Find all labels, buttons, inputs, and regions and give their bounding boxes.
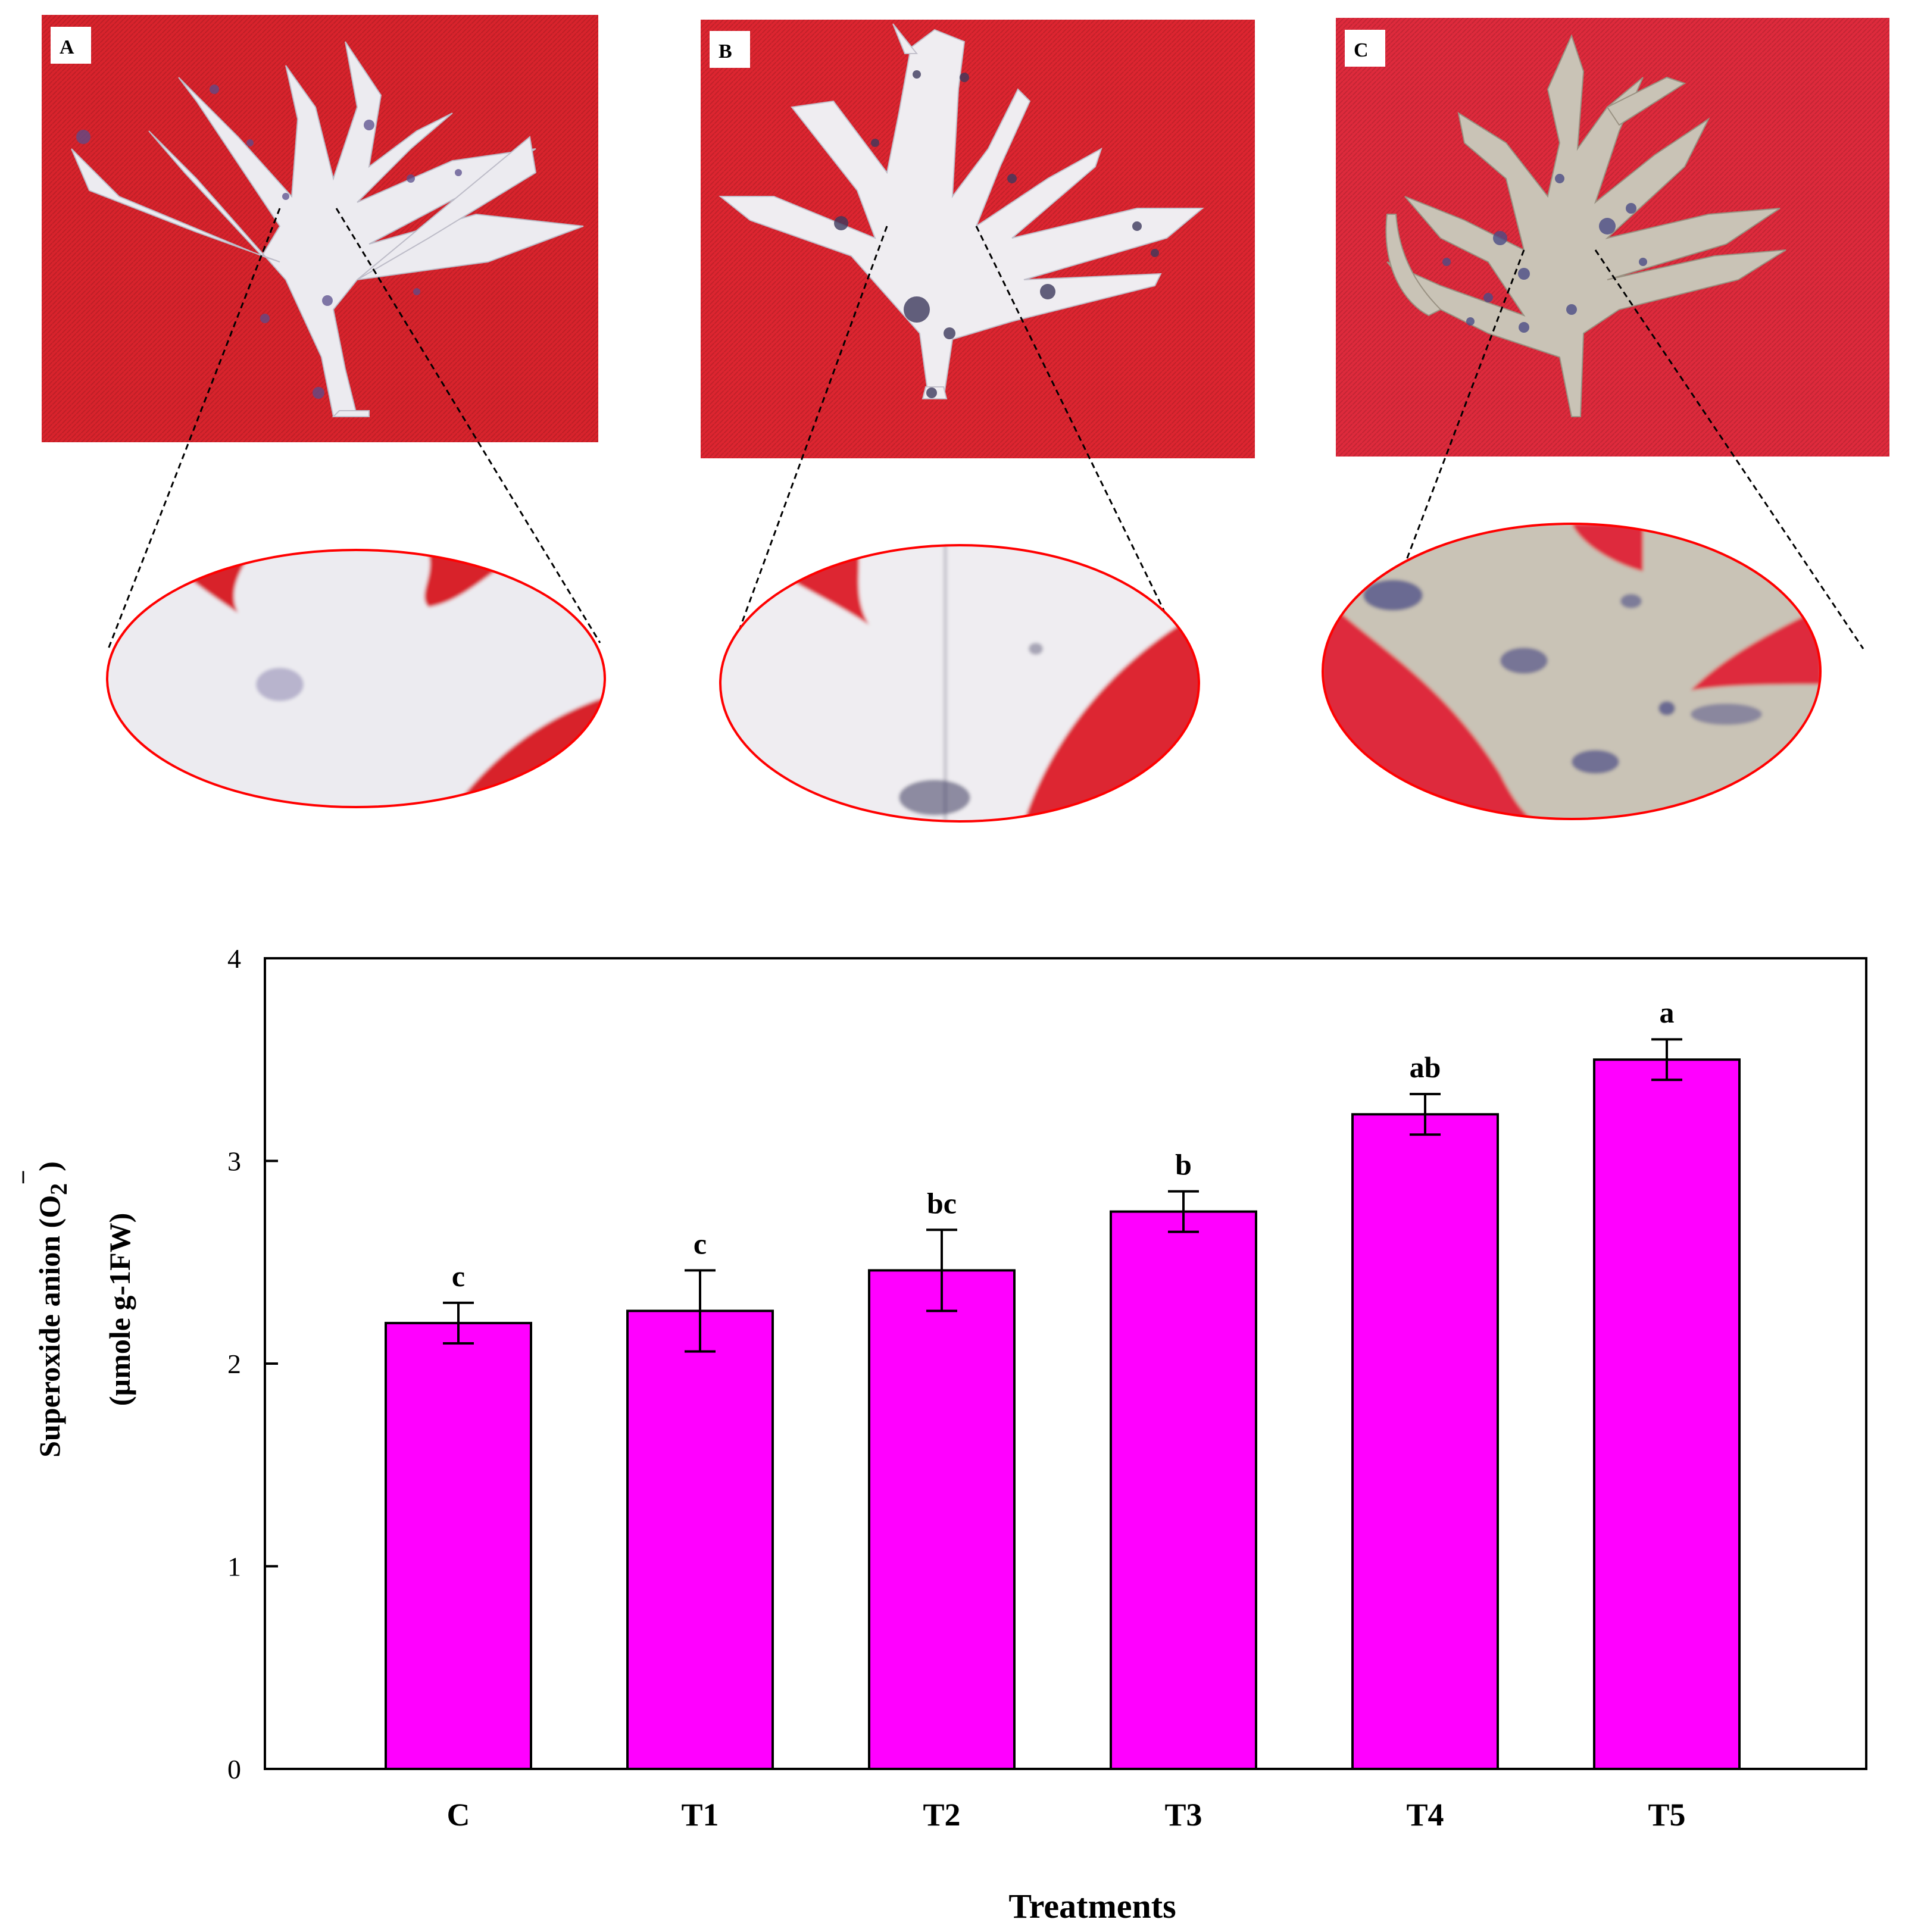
significance-label: b <box>1175 1148 1192 1181</box>
zoom-a-guide-right <box>335 208 601 643</box>
photo-panel-c: C <box>1336 18 1889 457</box>
y-tick-label: 1 <box>227 1552 241 1582</box>
y-axis: 0 1 2 3 4 <box>227 943 278 1784</box>
svg-text:Superoxide anion (O2¯): Superoxide anion (O2¯) <box>19 1161 72 1458</box>
x-axis-title: Treatments <box>1008 1887 1176 1925</box>
bar-C <box>385 1321 532 1770</box>
significance-label: c <box>452 1259 465 1293</box>
x-tick-label: T4 <box>1406 1797 1444 1833</box>
bar-T5 <box>1593 1058 1741 1770</box>
y-axis-title-sup: ¯ <box>19 1171 46 1184</box>
x-tick-label: T3 <box>1164 1797 1202 1833</box>
zoom-inset-b <box>719 544 1200 823</box>
significance-label: ab <box>1410 1051 1441 1084</box>
y-tick-label: 3 <box>227 1146 241 1177</box>
x-tick-label: T2 <box>923 1797 960 1833</box>
zoom-inset-c <box>1322 523 1822 820</box>
y-axis-title-close: ) <box>33 1161 66 1171</box>
panel-c-label: C <box>1354 39 1369 61</box>
panel-a-label: A <box>60 36 74 58</box>
zoom-c-guide-right <box>1594 249 1864 649</box>
bar-T4 <box>1351 1113 1499 1770</box>
leaf-a <box>71 41 584 417</box>
bar-T1 <box>626 1309 774 1770</box>
significance-label: bc <box>927 1186 957 1220</box>
leaf-a-stains <box>76 85 462 399</box>
x-tick-label: T1 <box>681 1797 719 1833</box>
y-axis-title-main: Superoxide anion (O <box>33 1195 66 1458</box>
leaf-b-stains <box>834 70 1159 398</box>
photo-panel-b: B <box>701 20 1255 458</box>
leaf-c-stains <box>1442 174 1647 333</box>
y-axis-title: Superoxide anion (O2¯) (µmole g-1FW) <box>19 1161 136 1458</box>
panel-b-label-box <box>710 31 750 68</box>
y-tick-label: 2 <box>227 1349 241 1379</box>
zoom-c-guide-left <box>1361 249 1525 678</box>
leaf-c <box>1385 34 1786 417</box>
y-axis-title-units: (µmole g-1FW) <box>103 1213 136 1406</box>
zoom-a-outline <box>106 549 606 808</box>
zoom-b-outline <box>719 544 1200 823</box>
bar-T3 <box>1110 1210 1257 1770</box>
zoom-b-guide-right <box>975 226 1198 678</box>
significance-label: a <box>1660 996 1675 1029</box>
x-tick-label: C <box>447 1797 470 1833</box>
y-tick-label: 0 <box>227 1754 241 1784</box>
panel-b-label: B <box>719 40 732 62</box>
panel-a-label-box <box>51 27 91 64</box>
zoom-c-outline <box>1322 523 1822 820</box>
significance-label: c <box>694 1227 707 1260</box>
y-axis-title-sub: 2 <box>45 1183 72 1195</box>
bar-T2 <box>868 1269 1016 1771</box>
bar-chart: 0 1 2 3 4 c c bc b ab a C T1 T2 T3 T4 T5 Treatments Su… <box>19 943 1867 1925</box>
x-axis: C T1 T2 T3 T4 T5 <box>447 1797 1686 1833</box>
zoom-inset-a <box>106 549 606 808</box>
panel-c-label-box <box>1345 30 1385 67</box>
bars: c c bc b ab a <box>385 996 1741 1771</box>
photo-panel-a: A <box>42 15 598 442</box>
zoom-a-guide-left <box>107 208 281 649</box>
x-tick-label: T5 <box>1648 1797 1685 1833</box>
y-tick-label: 4 <box>227 943 241 974</box>
